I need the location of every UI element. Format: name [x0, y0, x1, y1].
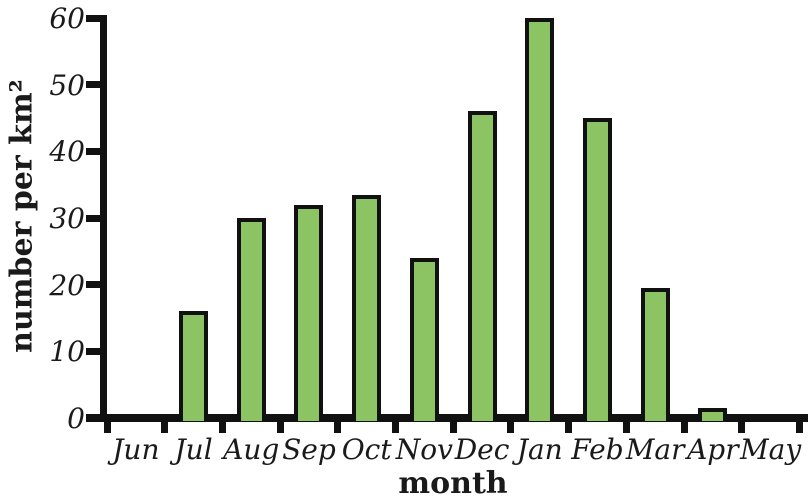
bar-aug	[236, 218, 266, 421]
x-tick-label-may: May	[739, 433, 802, 466]
x-axis-spine	[86, 414, 808, 422]
x-tick-mark	[276, 421, 284, 433]
x-tick-mark	[622, 421, 630, 433]
bar-feb	[582, 118, 612, 421]
x-tick-mark	[103, 421, 111, 433]
bar-sep	[294, 204, 324, 421]
x-tick-mark	[449, 421, 457, 433]
y-tick-mark	[86, 81, 101, 89]
y-axis-spine	[100, 15, 107, 422]
y-tick-mark	[86, 214, 101, 222]
y-tick-label: 20	[49, 268, 85, 302]
x-tick-label-jan: Jan	[516, 433, 563, 466]
bar-dec	[467, 111, 497, 421]
x-tick-label-feb: Feb	[571, 433, 624, 466]
y-tick-label: 60	[49, 2, 85, 35]
x-tick-mark	[218, 421, 226, 433]
y-tick-mark	[86, 347, 101, 355]
x-tick-label-mar: Mar	[625, 433, 685, 466]
y-tick-label: 50	[49, 68, 85, 102]
y-tick-label: 40	[49, 135, 85, 169]
x-tick-label-aug: Aug	[223, 433, 280, 466]
y-tick-label: 0	[67, 402, 85, 435]
x-tick-mark	[161, 421, 169, 433]
bar-jul	[179, 311, 209, 421]
x-tick-mark	[392, 421, 399, 433]
x-tick-label-nov: Nov	[395, 433, 453, 466]
y-tick-label: 30	[49, 202, 85, 235]
x-tick-mark	[565, 421, 573, 433]
bar-mar	[640, 288, 670, 421]
x-tick-mark	[738, 421, 746, 433]
y-tick-mark	[86, 147, 101, 155]
bar-oct	[352, 194, 382, 421]
x-tick-label-sep: Sep	[282, 433, 336, 466]
y-tick-label: 10	[49, 335, 85, 369]
x-tick-label-oct: Oct	[341, 433, 392, 466]
x-tick-mark	[795, 421, 803, 433]
y-tick-mark	[86, 281, 101, 289]
bar-apr	[698, 408, 728, 421]
y-tick-mark	[86, 14, 101, 22]
x-tick-mark	[507, 421, 515, 433]
x-tick-mark	[334, 421, 342, 433]
x-tick-label-apr: Apr	[687, 433, 739, 466]
x-axis-title: month	[398, 466, 508, 499]
bar-nov	[409, 258, 439, 421]
x-tick-mark	[680, 421, 688, 433]
x-tick-label-jul: Jul	[174, 433, 213, 466]
x-tick-label-jun: Jun	[112, 433, 160, 466]
bar-jan	[525, 18, 555, 421]
x-tick-label-dec: Dec	[454, 433, 510, 466]
y-tick-mark	[86, 414, 101, 422]
